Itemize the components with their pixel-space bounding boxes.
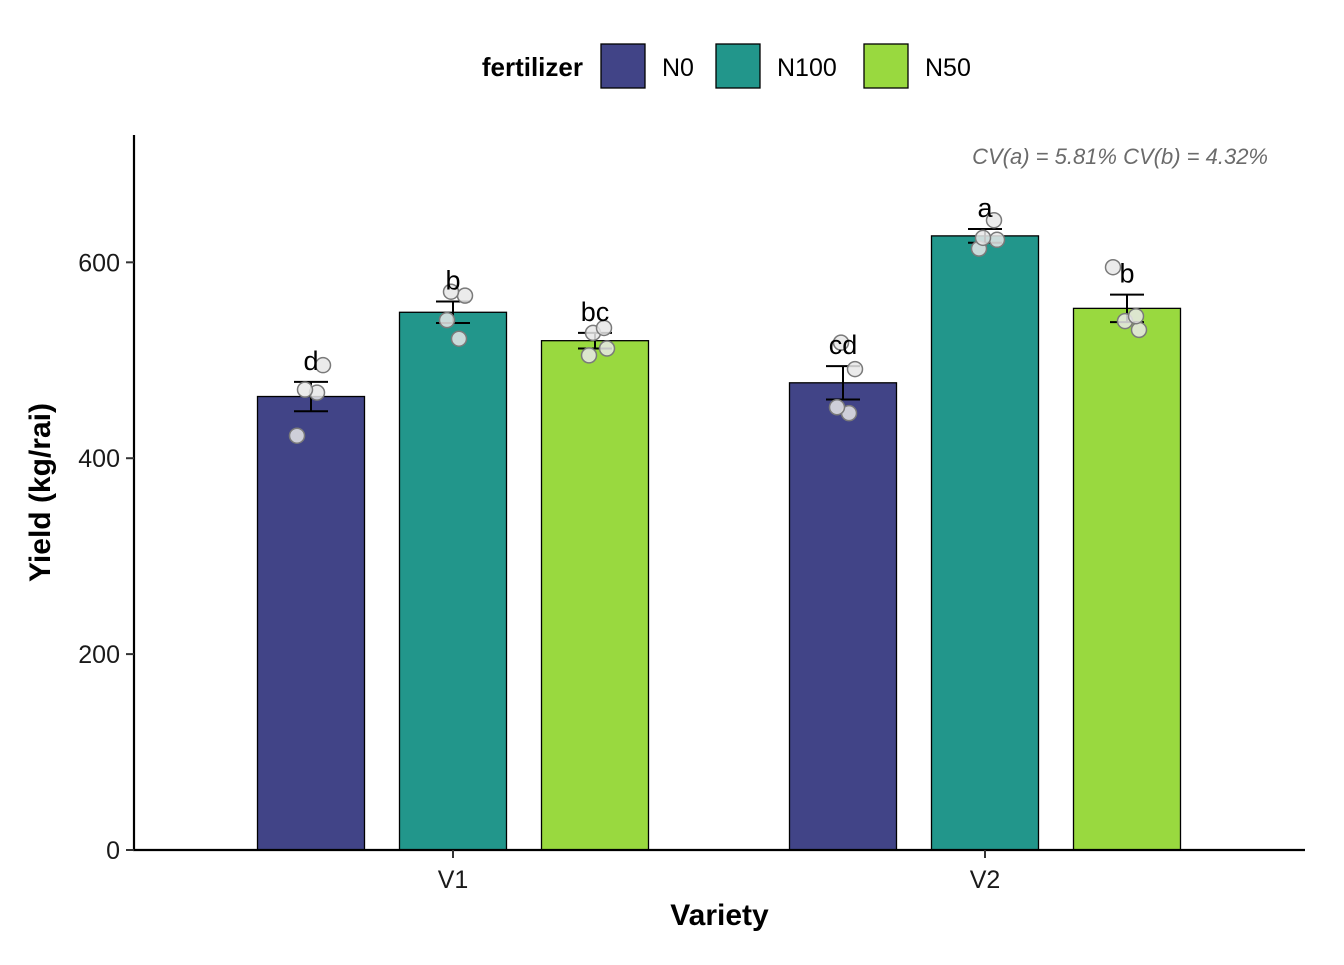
- data-point: [828, 399, 846, 416]
- bar-v1-n0: [256, 395, 366, 851]
- significance-label: b: [445, 266, 460, 296]
- legend-label-n0: N0: [662, 54, 694, 82]
- data-point: [595, 319, 613, 337]
- x-ticks: V1 V2: [438, 850, 1001, 894]
- data-point: [580, 347, 598, 364]
- legend-label-n50: N50: [925, 54, 971, 82]
- data-point: [442, 283, 460, 300]
- data-point: [974, 229, 992, 247]
- y-ticks: 0 200 400 600: [78, 249, 134, 865]
- significance-labels-layer: d b bc cd a b: [303, 193, 1134, 376]
- bar-v1-n50: [540, 340, 650, 851]
- cv-annotation: CV(a) = 5.81% CV(b) = 4.32%: [972, 144, 1268, 169]
- y-tick-label: 400: [78, 445, 120, 473]
- x-tick-label: V2: [970, 866, 1001, 894]
- data-point: [288, 427, 306, 444]
- y-axis-title: Yield (kg/rai): [24, 403, 57, 582]
- legend-label-n100: N100: [777, 54, 837, 82]
- bar-v1-n100: [398, 311, 508, 851]
- data-point: [846, 360, 864, 378]
- legend-swatch-n100: [715, 43, 761, 89]
- significance-label: cd: [829, 330, 858, 360]
- data-point: [296, 381, 314, 398]
- data-point: [314, 356, 332, 374]
- bars-layer: [256, 235, 1182, 851]
- data-point: [438, 311, 456, 329]
- y-tick-label: 0: [106, 837, 120, 865]
- legend: fertilizer N0 N100 N50: [482, 43, 971, 89]
- y-tick-label: 200: [78, 641, 120, 669]
- data-point: [1130, 321, 1148, 339]
- axes: [132, 135, 1305, 852]
- data-point: [988, 231, 1006, 249]
- x-axis-title: Variety: [670, 899, 769, 932]
- legend-swatch-n0: [600, 43, 646, 89]
- points-layer: [288, 211, 1148, 444]
- bar-v2-n100: [930, 235, 1040, 851]
- significance-label: a: [977, 193, 993, 223]
- significance-label: bc: [581, 297, 610, 327]
- significance-label: b: [1119, 259, 1134, 289]
- legend-swatch-n50: [863, 43, 909, 89]
- data-point: [985, 211, 1003, 229]
- data-point: [1104, 258, 1122, 276]
- data-point: [450, 330, 468, 347]
- x-tick-label: V1: [438, 866, 469, 894]
- y-tick-label: 600: [78, 249, 120, 277]
- bar-v2-n50: [1072, 307, 1182, 851]
- data-point: [832, 334, 850, 351]
- legend-title: fertilizer: [482, 52, 583, 82]
- data-point: [1127, 307, 1145, 325]
- bar-v2-n0: [788, 382, 898, 851]
- data-point: [598, 340, 616, 357]
- significance-label: d: [303, 346, 318, 376]
